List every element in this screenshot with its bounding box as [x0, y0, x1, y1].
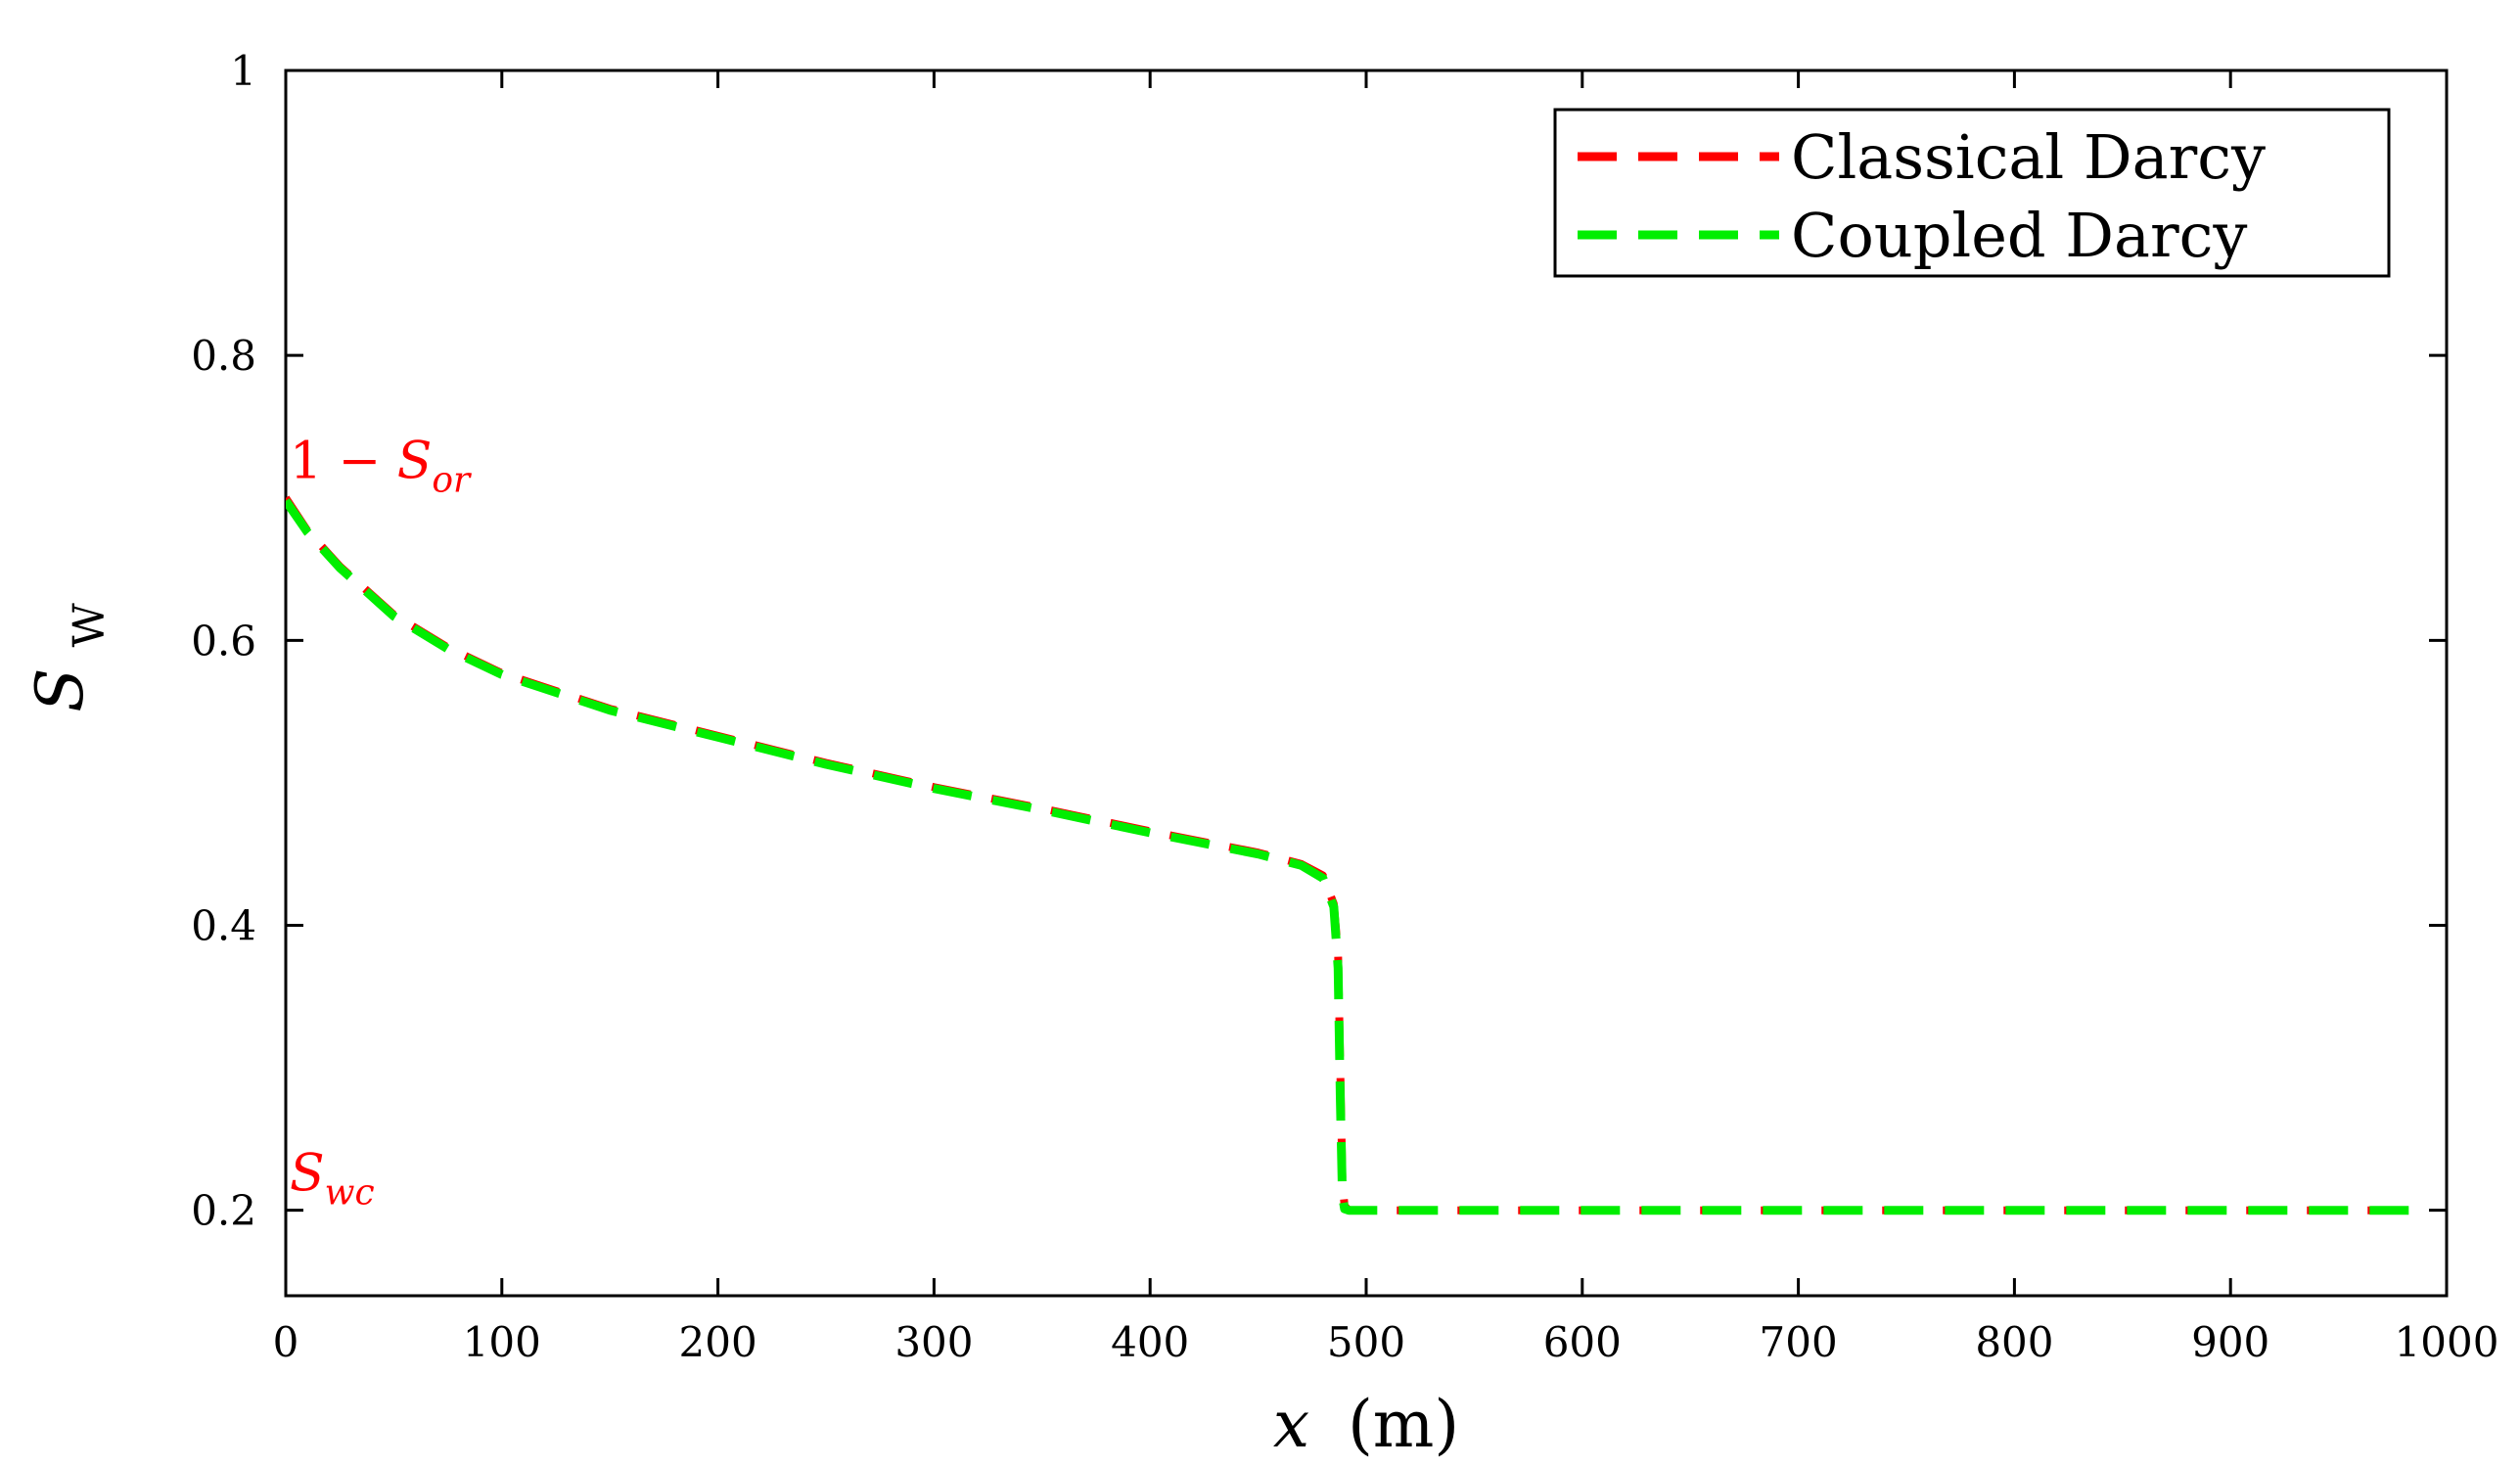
x-tick-label-7: 700	[1760, 1318, 1838, 1366]
annotation-one-minus-sor: 1 − Sor	[290, 433, 472, 501]
y-tick-label-3: 0.8	[191, 332, 256, 380]
legend: Classical Darcy Coupled Darcy	[1553, 108, 2391, 278]
x-tick-label-2: 200	[679, 1318, 757, 1366]
series-line-coupled-darcy	[286, 498, 2425, 1215]
y-tick-label-4: 1	[230, 47, 256, 95]
x-axis-label: x (m)	[1273, 1387, 1459, 1462]
y-axis-label: S W	[23, 603, 115, 712]
x-axis-symbol: x	[1273, 1387, 1309, 1462]
y-axis-subscript: W	[65, 603, 115, 648]
annotation-prefix: 1 −	[290, 433, 397, 491]
x-tick-label-8: 800	[1975, 1318, 2053, 1366]
x-tick-label-9: 900	[2191, 1318, 2269, 1366]
x-tick-label-10: 1000	[2395, 1318, 2499, 1366]
x-tick-label-5: 500	[1327, 1318, 1405, 1366]
annotation-swc: Swc	[290, 1145, 375, 1214]
annotation-subscript: or	[432, 461, 472, 501]
x-tick-label-6: 600	[1543, 1318, 1622, 1366]
series-line-classical-darcy	[286, 495, 2425, 1215]
x-tick-label-4: 400	[1111, 1318, 1189, 1366]
y-tick-label-2: 0.6	[191, 617, 256, 665]
series-layer	[286, 495, 2425, 1215]
legend-label-classical-darcy: Classical Darcy	[1791, 121, 2266, 193]
x-tick-label-0: 0	[273, 1318, 299, 1366]
annotation-symbol: S	[290, 1145, 325, 1204]
y-tick-label-0: 0.2	[191, 1187, 256, 1235]
legend-box	[1553, 108, 2391, 278]
axis-ticks	[284, 69, 2449, 1296]
annotation-subscript: wc	[325, 1173, 375, 1214]
x-tick-label-3: 300	[894, 1318, 973, 1366]
svg-text:S W: S W	[23, 603, 115, 712]
legend-label-coupled-darcy: Coupled Darcy	[1791, 200, 2247, 271]
y-axis-symbol: S	[23, 668, 98, 712]
x-tick-label-1: 100	[463, 1318, 541, 1366]
axis-tick-labels: 0 100 200 300 400 500 600 700 800 900 1000 0.2 0.4 0.…	[191, 47, 2498, 1366]
x-axis-unit: (m)	[1348, 1387, 1459, 1462]
y-tick-label-1: 0.4	[191, 901, 256, 949]
annotation-symbol: S	[397, 433, 433, 491]
